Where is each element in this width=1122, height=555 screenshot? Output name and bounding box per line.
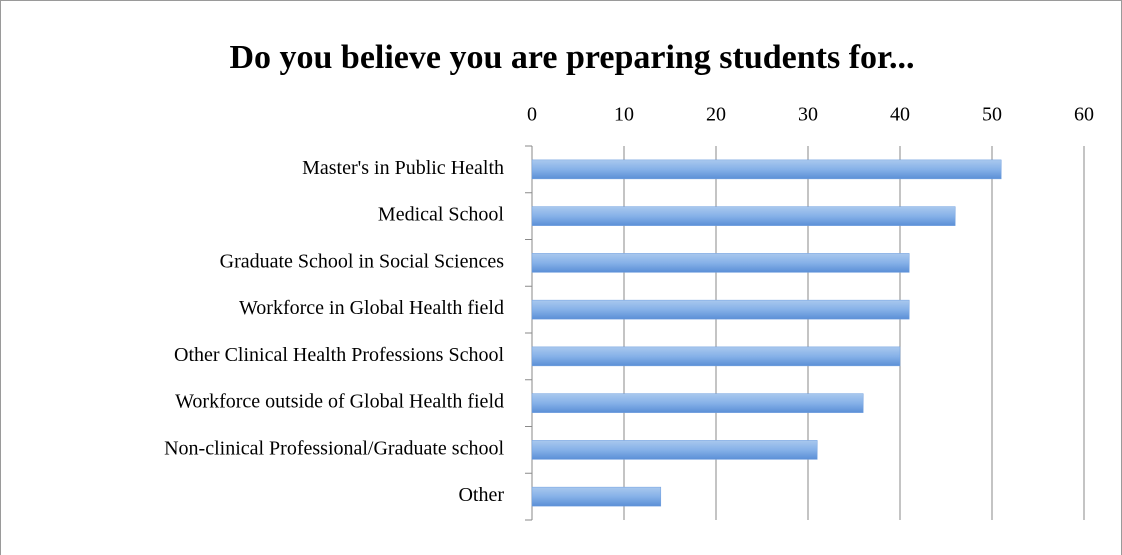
x-tick-label: 10 [614, 104, 634, 126]
y-tick-label: Graduate School in Social Sciences [220, 250, 505, 272]
x-tick-label: 50 [982, 104, 1002, 126]
y-tick-label: Medical School [378, 204, 505, 226]
y-tick-label: Other Clinical Health Professions School [174, 344, 504, 366]
y-tick-label: Master's in Public Health [302, 157, 504, 179]
x-tick-label: 60 [1074, 104, 1094, 126]
y-tick-label: Non-clinical Professional/Graduate schoo… [164, 437, 504, 459]
x-tick-label: 0 [527, 104, 537, 126]
x-tick-label: 30 [798, 104, 818, 126]
bar [531, 346, 901, 367]
y-tick-label: Workforce in Global Health field [239, 297, 504, 319]
y-tick-label: Workforce outside of Global Health field [175, 391, 504, 413]
bar [531, 393, 864, 413]
bar [531, 206, 956, 226]
y-tick-label: Other [458, 484, 504, 506]
bar [531, 299, 910, 320]
bar [531, 159, 1002, 180]
x-tick-label: 20 [706, 104, 726, 126]
bar [531, 440, 818, 460]
bar [531, 486, 662, 507]
x-tick-label: 40 [890, 104, 910, 126]
bar [531, 253, 910, 273]
chart-title: Do you believe you are preparing student… [229, 39, 914, 76]
